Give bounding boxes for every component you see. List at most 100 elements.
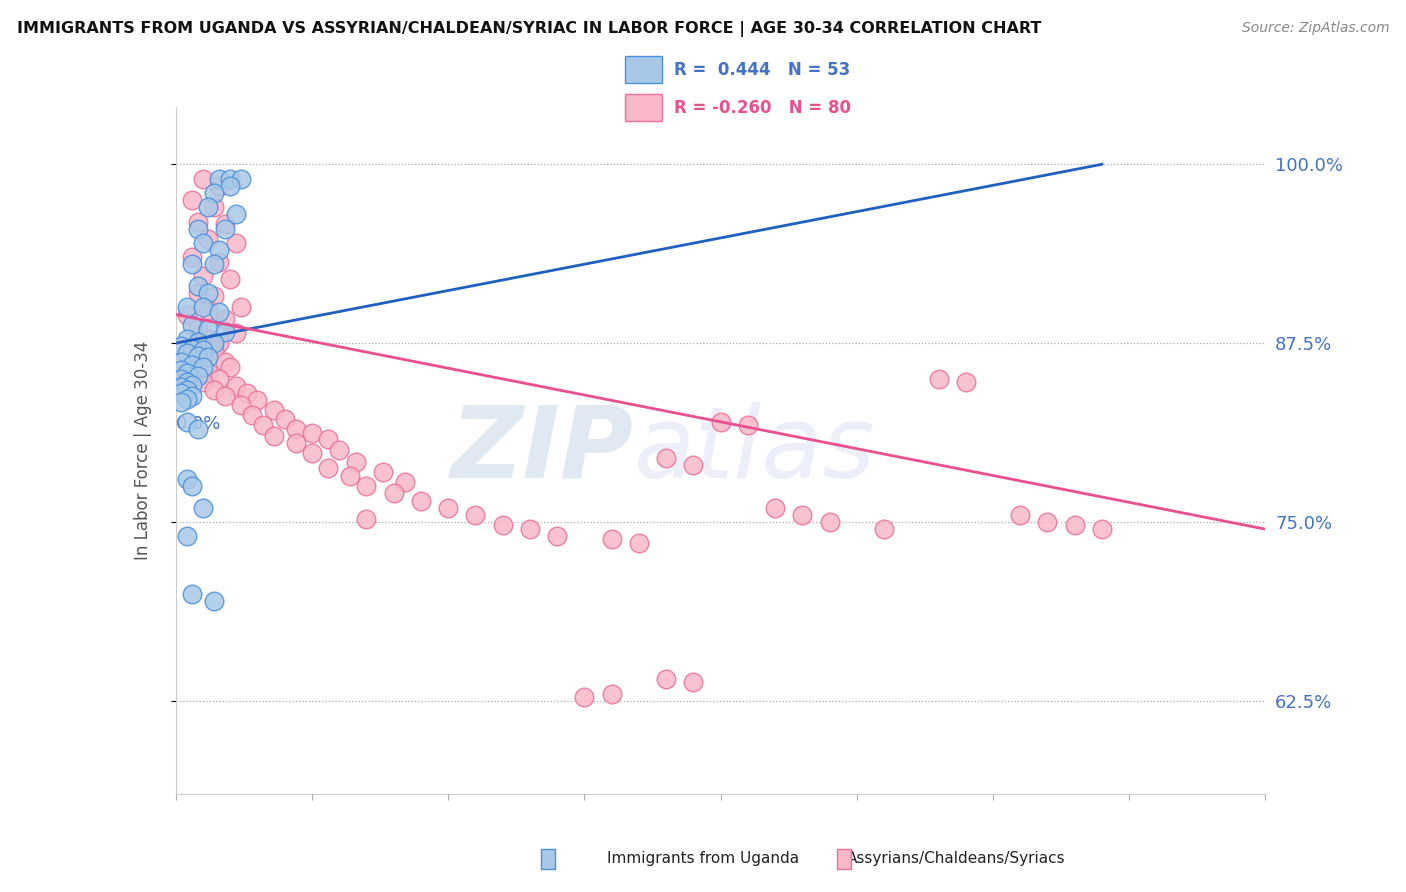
Point	[356, 479, 378, 493]
Point	[409, 493, 432, 508]
Point	[208, 336, 231, 351]
Point	[955, 375, 977, 389]
Point	[214, 311, 236, 326]
Point	[318, 460, 340, 475]
Point	[301, 446, 323, 460]
Point	[176, 384, 198, 398]
Point	[356, 512, 378, 526]
Point	[655, 673, 678, 687]
Point	[231, 398, 253, 412]
Point	[186, 349, 209, 363]
Y-axis label: In Labor Force | Age 30-34: In Labor Force | Age 30-34	[134, 341, 152, 560]
Point	[214, 355, 236, 369]
Point	[208, 178, 231, 193]
Point	[219, 171, 242, 186]
Point	[928, 372, 950, 386]
Point	[202, 343, 225, 358]
Point	[176, 366, 198, 380]
Point	[818, 515, 841, 529]
Point	[202, 289, 225, 303]
Point	[219, 272, 242, 286]
Point	[181, 193, 204, 207]
Point	[214, 325, 236, 339]
Point	[328, 443, 350, 458]
Point	[339, 469, 361, 483]
Point	[519, 522, 541, 536]
Point	[176, 308, 198, 322]
Point	[191, 500, 214, 515]
Point	[181, 586, 204, 600]
Point	[214, 221, 236, 235]
Point	[225, 379, 247, 393]
Point	[197, 365, 219, 379]
Point	[186, 358, 209, 372]
Point	[197, 232, 219, 246]
Point	[231, 171, 253, 186]
Bar	[624, 55, 662, 83]
Point	[197, 322, 219, 336]
Point	[600, 687, 623, 701]
Point	[186, 221, 209, 235]
Point	[176, 392, 198, 406]
Point	[208, 372, 231, 386]
Point	[176, 346, 198, 360]
Point	[214, 389, 236, 403]
Point	[437, 500, 460, 515]
Point	[170, 339, 193, 353]
Point	[682, 675, 704, 690]
Point	[225, 207, 247, 221]
Point	[231, 301, 253, 315]
Point	[252, 417, 274, 432]
Point	[792, 508, 814, 522]
Point	[208, 243, 231, 257]
Point	[186, 422, 209, 436]
Text: Source: ZipAtlas.com: Source: ZipAtlas.com	[1241, 21, 1389, 35]
Point	[202, 200, 225, 214]
Point	[546, 529, 568, 543]
Point	[176, 301, 198, 315]
Point	[682, 458, 704, 472]
Point	[394, 475, 416, 489]
Point	[197, 332, 219, 346]
Text: IMMIGRANTS FROM UGANDA VS ASSYRIAN/CHALDEAN/SYRIAC IN LABOR FORCE | AGE 30-34 CO: IMMIGRANTS FROM UGANDA VS ASSYRIAN/CHALD…	[17, 21, 1042, 37]
Point	[176, 472, 198, 486]
Point	[181, 341, 204, 355]
Point	[202, 257, 225, 271]
Point	[170, 363, 193, 377]
Point	[191, 343, 214, 358]
Point	[208, 171, 231, 186]
Point	[219, 178, 242, 193]
Point	[176, 415, 198, 429]
Point	[240, 408, 263, 422]
Point	[1010, 508, 1032, 522]
Point	[186, 286, 209, 301]
Point	[197, 303, 219, 318]
Point	[197, 200, 219, 214]
Point	[219, 360, 242, 375]
Point	[655, 450, 678, 465]
Point	[737, 417, 759, 432]
Point	[382, 486, 405, 500]
Point	[492, 517, 515, 532]
Point	[191, 235, 214, 250]
Text: R = -0.260   N = 80: R = -0.260 N = 80	[675, 99, 851, 117]
Point	[274, 412, 297, 426]
Point	[170, 386, 193, 401]
Point	[191, 375, 214, 389]
Point	[176, 529, 198, 543]
Point	[202, 186, 225, 200]
Point	[176, 375, 198, 389]
Text: R =  0.444   N = 53: R = 0.444 N = 53	[675, 61, 851, 79]
Text: 0.0%: 0.0%	[176, 415, 221, 433]
Point	[464, 508, 486, 522]
Point	[225, 235, 247, 250]
Point	[170, 372, 193, 386]
Point	[186, 369, 209, 384]
Point	[176, 332, 198, 346]
Point	[344, 455, 367, 469]
Point	[214, 218, 236, 232]
Point	[186, 279, 209, 293]
Point	[181, 250, 204, 264]
Point	[263, 429, 285, 443]
Point	[191, 301, 214, 315]
